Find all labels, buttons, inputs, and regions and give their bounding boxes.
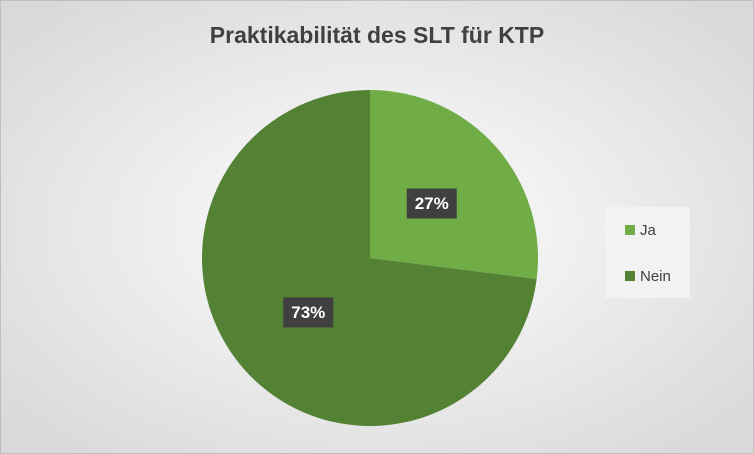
legend-label: Ja bbox=[640, 222, 657, 239]
data-label: 27% bbox=[415, 194, 449, 213]
legend-label: Nein bbox=[640, 268, 671, 285]
legend-swatch bbox=[625, 225, 635, 235]
pie-slice bbox=[202, 90, 537, 426]
legend-swatch bbox=[625, 271, 635, 281]
chart-title: Praktikabilität des SLT für KTP bbox=[210, 22, 544, 48]
data-label-box bbox=[283, 297, 334, 328]
data-label-box bbox=[406, 188, 457, 219]
pie-slice bbox=[370, 89, 539, 280]
data-label: 73% bbox=[291, 303, 325, 322]
legend-box bbox=[605, 207, 690, 298]
